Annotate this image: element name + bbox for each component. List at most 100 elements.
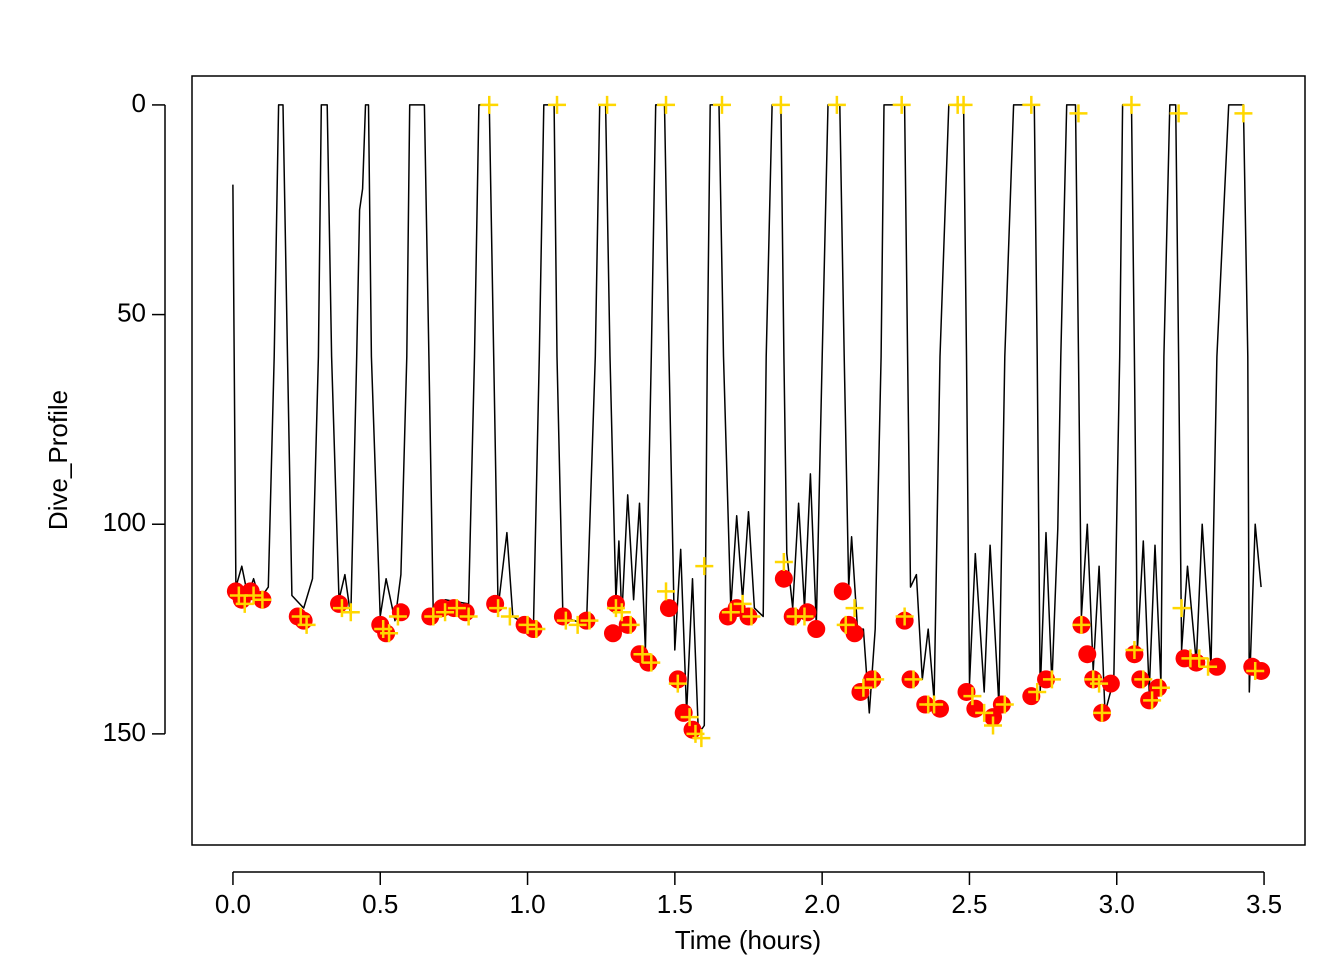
plus-marker [895,607,914,626]
plus-marker [332,599,351,618]
plus-marker [975,703,994,722]
plus-marker [642,653,661,672]
plus-marker [489,599,508,618]
plus-marker [1042,670,1061,689]
plus-marker [774,552,793,571]
plus-marker [1069,104,1088,123]
plus-marker [297,615,316,634]
circle-marker [294,611,313,630]
plus-marker [657,95,676,114]
x-tick-label: 3.0 [1099,889,1135,919]
plus-marker [1090,674,1109,693]
plus-marker [771,95,790,114]
plus-marker [556,611,575,630]
circle-marker [1078,645,1097,664]
plus-marker [954,95,973,114]
x-tick-label: 3.5 [1246,889,1282,919]
plus-marker [984,716,1003,735]
y-axis-label: Dive_Profile [43,390,73,530]
plus-marker [447,599,466,618]
plus-marker [633,645,652,664]
plus-marker [548,95,567,114]
circle-marker [553,607,572,626]
plus-marker [518,615,537,634]
x-tick-label: 2.0 [804,889,840,919]
plus-marker [836,615,855,634]
plus-marker [1022,95,1041,114]
circle-marker [798,603,817,622]
plus-marker [995,695,1014,714]
y-tick-label: 50 [117,297,146,327]
circle-marker [391,603,410,622]
y-tick-label: 150 [103,717,146,747]
plus-marker [341,603,360,622]
plus-marker [1172,599,1191,618]
plus-marker [621,615,640,634]
plus-marker [235,594,254,613]
y-tick-label: 100 [103,507,146,537]
circle-marker [330,594,349,613]
plus-marker [695,557,714,576]
plus-marker [388,607,407,626]
plus-marker [795,607,814,626]
plus-marker [1246,661,1265,680]
plus-marker [827,95,846,114]
plus-marker [1072,615,1091,634]
plus-marker [480,95,499,114]
plus-marker [380,624,399,643]
plus-marker [1125,641,1144,660]
x-tick-label: 1.5 [657,889,693,919]
circle-marker [845,624,864,643]
circle-marker [683,720,702,739]
plus-marker [1093,703,1112,722]
circle-marker [659,599,678,618]
circle-marker [456,603,475,622]
dive-profile-line [232,104,1262,735]
plus-marker [1122,95,1141,114]
plus-marker [253,590,272,609]
plus-marker [500,607,519,626]
circle-marker [807,620,826,639]
plus-marker [692,729,711,748]
plus-marker [733,594,752,613]
circle-marker [966,699,985,718]
plus-marker [668,674,687,693]
plus-marker [459,607,478,626]
plus-marker [657,582,676,601]
plus-marker [612,603,631,622]
plot-frame [191,75,1306,846]
circle-marker [833,582,852,601]
plus-marker [680,708,699,727]
plus-marker [963,687,982,706]
plus-marker [866,670,885,689]
x-tick-label: 0.0 [215,889,251,919]
plus-marker [854,678,873,697]
plus-marker [244,586,263,605]
plus-marker [1028,682,1047,701]
circle-marker [774,569,793,588]
circle-marker [603,624,622,643]
plus-marker [1134,670,1153,689]
plus-marker [1151,678,1170,697]
plus-marker [580,611,599,630]
plus-marker [436,603,455,622]
plus-marker [598,95,617,114]
plus-marker [1199,657,1218,676]
x-tick-label: 0.5 [362,889,398,919]
x-axis-label: Time (hours) [675,925,821,955]
plus-marker [925,695,944,714]
plus-marker [892,95,911,114]
plus-marker [904,670,923,689]
plus-marker [568,615,587,634]
plus-marker [742,607,761,626]
y-tick-label: 0 [132,88,146,118]
plus-marker [527,620,546,639]
circle-marker [1101,674,1120,693]
plus-marker [1143,691,1162,710]
x-tick-label: 1.0 [509,889,545,919]
plus-marker [424,607,443,626]
plus-marker [1169,104,1188,123]
plus-marker [712,95,731,114]
plus-marker [1190,649,1209,668]
